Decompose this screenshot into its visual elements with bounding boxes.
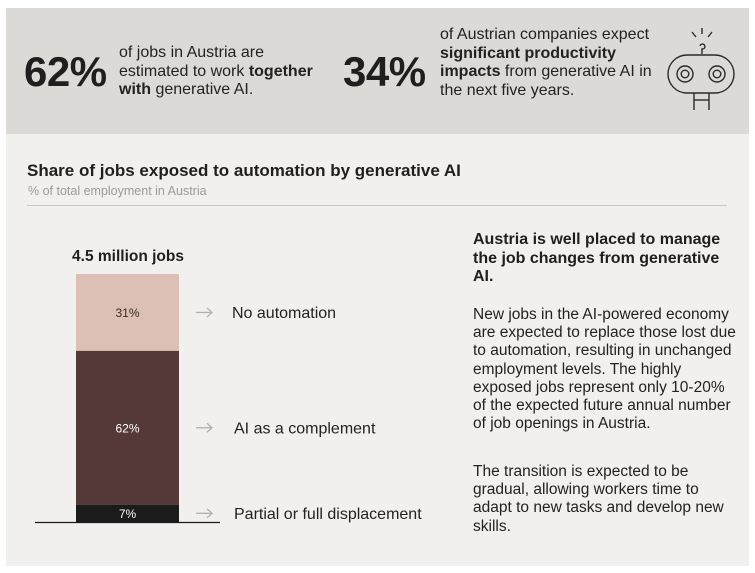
side-paragraph-2: The transition is expected to be gradual… bbox=[473, 463, 724, 535]
stats-banner bbox=[6, 8, 749, 134]
side-paragraph-1: New jobs in the AI-powered economy are e… bbox=[473, 306, 736, 433]
stat-2-value: 34% bbox=[343, 48, 426, 95]
bar-segments: 31% No automation 62% AI as a complement 7% P… bbox=[76, 274, 422, 523]
stat-1-text: of jobs in Austria are estimated to work… bbox=[119, 44, 313, 98]
segment-value-label: 62% bbox=[115, 421, 139, 435]
bar-segment-partial-or-full-displacement bbox=[76, 504, 179, 522]
segment-category-label: AI as a complement bbox=[234, 420, 376, 437]
stat-1-value: 62% bbox=[24, 48, 107, 95]
side-heading: Austria is well placed to manage the job… bbox=[473, 231, 721, 285]
bar-segment-no-automation bbox=[76, 274, 179, 351]
robot-icon bbox=[667, 28, 735, 110]
divider bbox=[27, 205, 727, 206]
arrow-head-icon bbox=[206, 307, 213, 318]
segment-category-label: No automation bbox=[232, 305, 336, 322]
bar-segment-ai-as-a-complement bbox=[76, 350, 179, 505]
segment-value-label: 7% bbox=[119, 507, 137, 521]
arrow-head-icon bbox=[206, 508, 213, 519]
segment-value-label: 31% bbox=[115, 306, 139, 320]
stat-2-text: of Austrian companies expect significant… bbox=[440, 26, 652, 99]
chart-title: Share of jobs exposed to automation by g… bbox=[27, 161, 461, 180]
bar-total-label: 4.5 million jobs bbox=[72, 248, 184, 265]
chart-subtitle: % of total employment in Austria bbox=[28, 184, 207, 198]
arrow-head-icon bbox=[206, 422, 213, 433]
segment-category-label: Partial or full displacement bbox=[234, 506, 422, 523]
stacked-bar-chart: 4.5 million jobs 31% No automation 62% AI a… bbox=[35, 248, 422, 524]
